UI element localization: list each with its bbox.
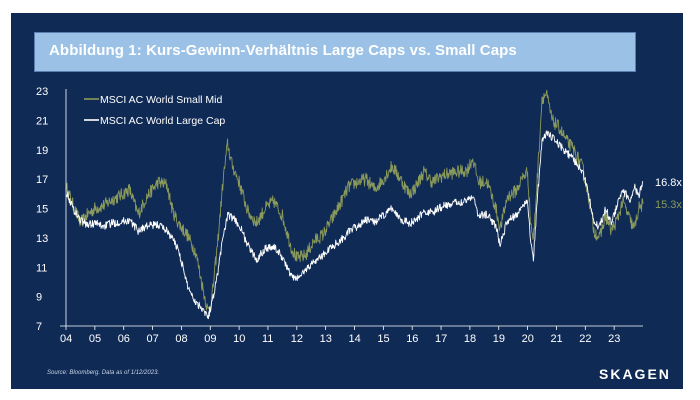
axis-layer: 7 9 11 13 15 17 19 21 23 04 05 06 07 08 09 10 11 12 13 14 15… [36,86,643,345]
x-tick-label: 17 [435,333,447,345]
x-tick-label: 16 [406,333,418,345]
x-tick-label: 08 [175,333,187,345]
x-tick-label: 05 [89,333,101,345]
x-tick-label: 07 [147,333,159,345]
x-tick-label: 23 [608,333,620,345]
legend-label-large-cap: MSCI AC World Large Cap [100,115,225,127]
x-tick-label: 21 [550,333,562,345]
plot-layer: 15.3x 16.8x [65,89,682,320]
legend: MSCI AC World Small Mid MSCI AC World Lar… [84,94,225,127]
x-tick-label: 11 [262,333,273,345]
end-value-label-small-mid: 15.3x [655,199,682,211]
chart-area: 15.3x 16.8x 7 9 11 13 15 17 19 21 23 04 05 06 07 08 09 1… [36,86,682,345]
y-tick-label: 13 [36,233,48,245]
title-bar: Abbildung 1: Kurs-Gewinn-Verhältnis Larg… [34,32,636,72]
x-tick-label: 09 [204,333,216,345]
chart-frame: Abbildung 1: Kurs-Gewinn-Verhältnis Larg… [11,13,683,389]
x-tick-label: 15 [377,333,389,345]
x-tick-label: 20 [522,333,534,345]
x-tick-label: 13 [320,333,332,345]
y-tick-label: 17 [36,174,48,186]
legend-label-small-mid: MSCI AC World Small Mid [100,94,222,106]
series-line-large-cap [65,130,644,320]
y-tick-label: 9 [36,292,42,304]
x-tick-label: 04 [60,333,72,345]
y-tick-label: 23 [36,86,48,98]
y-tick-label: 11 [36,262,47,274]
x-tick-label: 19 [493,333,505,345]
x-tick-label: 12 [291,333,303,345]
x-tick-label: 06 [118,333,130,345]
x-tick-label: 18 [464,333,476,345]
y-tick-label: 19 [36,145,48,157]
y-tick-label: 7 [36,321,42,333]
chart-title: Abbildung 1: Kurs-Gewinn-Verhältnis Larg… [49,42,517,59]
x-tick-label: 22 [579,333,591,345]
source-note: Source: Bloomberg. Data as of 1/12/2023. [47,370,160,376]
end-value-label-large-cap: 16.8x [655,177,682,189]
y-tick-label: 15 [36,204,48,216]
series-line-small-mid [65,89,644,312]
skagen-logo: SKAGEN [599,366,671,382]
y-tick-label: 21 [36,115,48,127]
x-tick-label: 14 [349,333,361,345]
x-tick-label: 10 [233,333,245,345]
